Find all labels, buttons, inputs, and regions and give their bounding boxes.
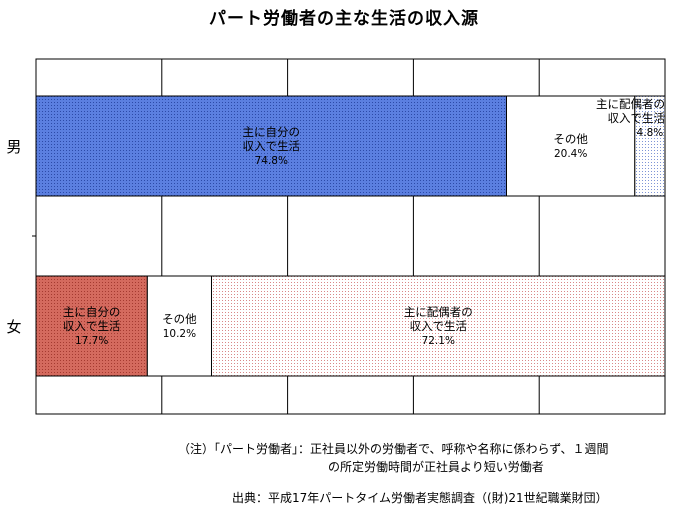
segment-label: 収入で生活 — [409, 319, 467, 333]
segment-label: 収入で生活 — [608, 111, 666, 125]
segment-label: 収入で生活 — [242, 139, 300, 153]
category-label: 女 — [6, 318, 21, 336]
data-label: 4.8% — [637, 127, 664, 139]
segment-label: 収入で生活 — [63, 319, 121, 333]
data-label: 20.4% — [554, 148, 587, 160]
segment-label: 主に自分の — [63, 305, 121, 319]
bar-segment — [35, 95, 507, 197]
bar-segment — [210, 275, 666, 377]
data-label: 17.7% — [75, 335, 108, 347]
segment-label: 主に配偶者の — [596, 97, 665, 111]
data-label: 72.1% — [422, 335, 455, 347]
footnote-line-2: の所定労働時間が正社員より短い労働者 — [328, 460, 544, 474]
bar-segment — [634, 95, 666, 197]
stacked-bar-chart: 男主に自分の収入で生活74.8%その他20.4%主に配偶者の収入で生活4.8%女… — [6, 58, 666, 415]
bar-segment — [35, 275, 148, 377]
segment-label: 主に配偶者の — [404, 305, 473, 319]
footnote-line-1: （注）「パート労働者」：正社員以外の労働者で、呼称や名称に係わらず、１週間 — [178, 442, 609, 456]
bar-segment — [146, 275, 212, 377]
data-label: 10.2% — [163, 328, 196, 340]
segment-label: その他 — [553, 132, 588, 146]
segment-label: その他 — [162, 312, 197, 326]
chart-title: パート労働者の主な生活の収入源 — [209, 9, 479, 29]
bar-segment — [505, 95, 636, 197]
source-note: 出典：平成17年パートタイム労働者実態調査（(財)21世紀職業財団） — [232, 491, 608, 505]
segment-label: 主に自分の — [242, 125, 300, 139]
data-label: 74.8% — [255, 155, 288, 167]
category-label: 男 — [6, 138, 21, 156]
